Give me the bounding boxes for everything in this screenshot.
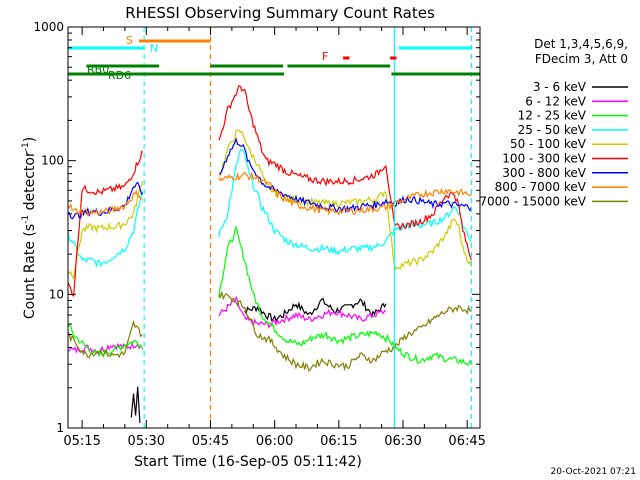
- legend-entry-label: 50 - 100 keV: [510, 137, 587, 151]
- series-line-7000-15000-kev: [67, 319, 143, 359]
- flare-label: F: [322, 50, 328, 63]
- rd6-label: RD6: [108, 69, 131, 82]
- y-axis: 1 10 100 1000: [33, 20, 480, 435]
- night-label: N: [150, 42, 158, 55]
- saa-label: S: [126, 34, 133, 47]
- legend-entry-label: 800 - 7000 keV: [495, 180, 587, 194]
- legend-header-line-1: Det 1,3,4,5,6,9,: [534, 37, 628, 51]
- series-line-800-7000-kev: [67, 189, 143, 217]
- legend-entry-label: 6 - 12 keV: [525, 94, 587, 108]
- legend-entry-label: 300 - 800 keV: [502, 166, 586, 180]
- plot-data-group: [67, 27, 480, 428]
- legend-header-line-2: FDecim 3, Att 0: [535, 52, 628, 66]
- legend-entry-label: 12 - 25 keV: [518, 109, 587, 123]
- legend-entry-label: 7000 - 15000 keV: [479, 194, 586, 208]
- y-tick-label: 100: [41, 154, 64, 168]
- series-line-25-50-kev: [67, 191, 143, 268]
- series-line-25-50-kev: [218, 148, 472, 256]
- state-bar-layer: [68, 39, 480, 76]
- series-line-100-300-kev: [218, 84, 472, 261]
- y-axis-label: Count Rate (s-1 detector-1): [21, 137, 38, 319]
- y-axis-label-sup1: -1: [21, 215, 31, 224]
- series-line-800-7000-kev: [218, 171, 472, 216]
- series-line-12-25-kev: [218, 225, 472, 366]
- legend: Det 1,3,4,5,6,9, FDecim 3, Att 0 3 - 6 k…: [479, 37, 628, 208]
- y-tick-label: 1000: [33, 20, 64, 34]
- y-axis-label-end: ): [22, 137, 38, 142]
- plot-frame: [67, 26, 481, 429]
- series-line-300-800-kev: [67, 181, 143, 220]
- y-axis-label-mid: detector: [22, 151, 38, 215]
- x-tick-label: 05:30: [128, 434, 165, 449]
- y-axis-label-main: Count Rate (s: [22, 224, 38, 319]
- x-tick-label: 06:45: [448, 434, 485, 449]
- y-tick-label: 1: [56, 421, 64, 435]
- series-line-6-12-kev: [218, 295, 386, 329]
- x-axis-label: Start Time (16-Sep-05 05:11:42): [134, 454, 362, 470]
- x-tick-label: 05:45: [192, 434, 229, 449]
- series-line-3-6-kev: [130, 386, 141, 423]
- series-line-3-6-kev: [244, 297, 387, 323]
- x-tick-label: 06:30: [384, 434, 421, 449]
- legend-entry-label: 3 - 6 keV: [533, 80, 587, 94]
- x-tick-label: 06:00: [256, 434, 293, 449]
- x-tick-label: 05:15: [63, 434, 100, 449]
- y-tick-label: 10: [49, 287, 64, 301]
- x-tick-label: 06:15: [320, 434, 357, 449]
- series-line-50-100-kev: [67, 181, 143, 280]
- plot-timestamp: 20-Oct-2021 07:21: [551, 467, 636, 477]
- y-axis-label-sup2: -1: [21, 142, 31, 151]
- chart-title: RHESSI Observing Summary Count Rates: [125, 4, 435, 22]
- series-layer: [67, 84, 472, 423]
- legend-entry-label: 25 - 50 keV: [518, 123, 587, 137]
- legend-entry-label: 100 - 300 keV: [502, 152, 586, 166]
- x-axis: 05:15 05:30 05:45 06:00 06:15 06:30 06:45: [63, 27, 486, 449]
- series-line-7000-15000-kev: [218, 291, 472, 373]
- rb0-label: RB0: [87, 63, 109, 76]
- vertical-marker-layer: [143, 27, 473, 428]
- series-line-50-100-kev: [218, 129, 472, 271]
